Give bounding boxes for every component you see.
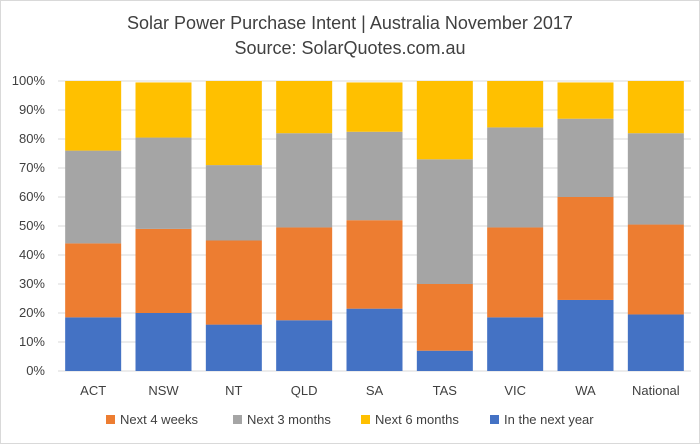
bar-segment xyxy=(557,118,614,197)
bar-segment xyxy=(65,81,122,151)
y-tick-label: 90% xyxy=(19,102,45,117)
x-tick-label: SA xyxy=(366,383,384,398)
bar-segment xyxy=(205,165,262,241)
bar-segment xyxy=(205,324,262,371)
bars xyxy=(65,81,684,371)
bar-segment xyxy=(487,127,544,228)
bar-segment xyxy=(135,82,192,138)
legend-swatch xyxy=(106,415,115,424)
x-tick-label: WA xyxy=(575,383,596,398)
x-tick-label: NT xyxy=(225,383,242,398)
bar-segment xyxy=(557,299,614,371)
bar-segment xyxy=(557,197,614,300)
bar-segment xyxy=(557,82,614,119)
bar-segment xyxy=(416,81,473,160)
bar-segment xyxy=(346,82,403,132)
bar-segment xyxy=(416,159,473,284)
y-tick-label: 10% xyxy=(19,334,45,349)
y-tick-label: 70% xyxy=(19,160,45,175)
chart-title: Solar Power Purchase Intent | Australia … xyxy=(127,13,573,33)
x-tick-label: NSW xyxy=(148,383,179,398)
legend-swatch xyxy=(361,415,370,424)
bar-segment xyxy=(346,220,403,309)
chart-subtitle: Source: SolarQuotes.com.au xyxy=(234,38,465,58)
y-tick-label: 50% xyxy=(19,218,45,233)
bar-segment xyxy=(135,137,192,229)
legend-swatch xyxy=(233,415,242,424)
bar-segment xyxy=(487,227,544,318)
y-tick-label: 20% xyxy=(19,305,45,320)
x-tick-label: QLD xyxy=(291,383,318,398)
legend-label: In the next year xyxy=(504,412,594,427)
bar-segment xyxy=(627,81,684,134)
bar-segment xyxy=(65,150,122,244)
bar-segment xyxy=(65,243,122,318)
y-tick-label: 0% xyxy=(26,363,45,378)
y-tick-label: 60% xyxy=(19,189,45,204)
y-tick-label: 40% xyxy=(19,247,45,262)
bar-segment xyxy=(276,81,333,134)
y-tick-label: 80% xyxy=(19,131,45,146)
bar-segment xyxy=(135,228,192,313)
bar-segment xyxy=(487,317,544,371)
legend: Next 4 weeks Next 3 months Next 6 months In… xyxy=(106,412,594,427)
y-axis-ticks: 0% 10% 20% 30% 40% 50% 60% 70% 80% 90% 100% xyxy=(12,73,46,378)
bar-segment xyxy=(276,133,333,228)
x-axis-ticks: ACT NSW NT QLD SA TAS VIC WA National xyxy=(80,383,680,398)
bar-segment xyxy=(205,81,262,166)
bar-segment xyxy=(65,317,122,371)
bar-segment xyxy=(346,131,403,221)
legend-label: Next 6 months xyxy=(375,412,459,427)
y-tick-label: 30% xyxy=(19,276,45,291)
legend-label: Next 3 months xyxy=(247,412,331,427)
bar-segment xyxy=(627,224,684,315)
bar-segment xyxy=(276,320,333,371)
bar-segment xyxy=(627,133,684,225)
x-tick-label: ACT xyxy=(80,383,106,398)
legend-swatch xyxy=(490,415,499,424)
bar-segment xyxy=(276,227,333,321)
bar-segment xyxy=(346,308,403,371)
bar-segment xyxy=(416,284,473,351)
bar-segment xyxy=(487,81,544,128)
bar-segment xyxy=(205,240,262,325)
x-tick-label: VIC xyxy=(504,383,526,398)
x-tick-label: National xyxy=(632,383,680,398)
legend-label: Next 4 weeks xyxy=(120,412,199,427)
x-tick-label: TAS xyxy=(433,383,458,398)
bar-segment xyxy=(627,314,684,371)
bar-segment xyxy=(135,313,192,371)
bar-segment xyxy=(416,350,473,371)
y-tick-label: 100% xyxy=(12,73,46,88)
